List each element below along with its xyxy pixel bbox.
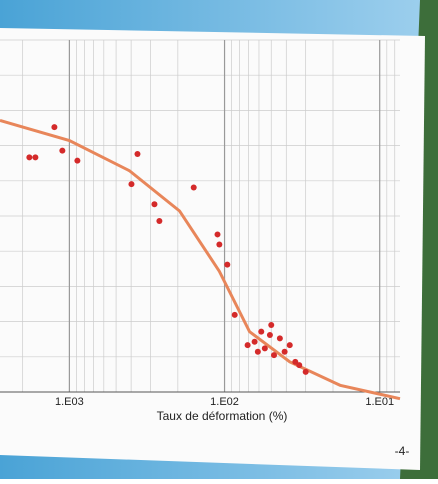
point [251,338,258,345]
point [302,368,309,375]
point [271,352,278,359]
point [281,348,288,355]
point [266,332,273,339]
point [134,150,141,157]
point [276,335,283,342]
paper [0,28,425,470]
point [286,342,293,349]
point [224,261,231,268]
page-number: -4- [395,444,410,458]
x-tick-label: 1.E02 [210,396,239,408]
point [74,157,81,164]
point [258,328,265,335]
x-tick-label: 1.E01 [365,396,394,408]
point [292,358,299,365]
point [190,184,197,191]
point [151,201,158,208]
point [296,362,303,369]
point [156,218,163,225]
point [254,348,261,355]
point [231,311,238,318]
x-axis-title: Taux de déformation (%) [157,409,288,423]
point [26,154,33,161]
curve [0,119,401,401]
point [216,241,223,248]
point [214,231,221,238]
point [59,147,66,154]
plot: 1.E03 1.E02 1.E01 [0,39,401,408]
point [268,321,275,328]
point [244,342,251,349]
point [128,181,135,188]
x-tick-label: 1.E03 [55,396,84,408]
point [32,154,39,161]
point [51,124,58,131]
point [261,345,268,352]
